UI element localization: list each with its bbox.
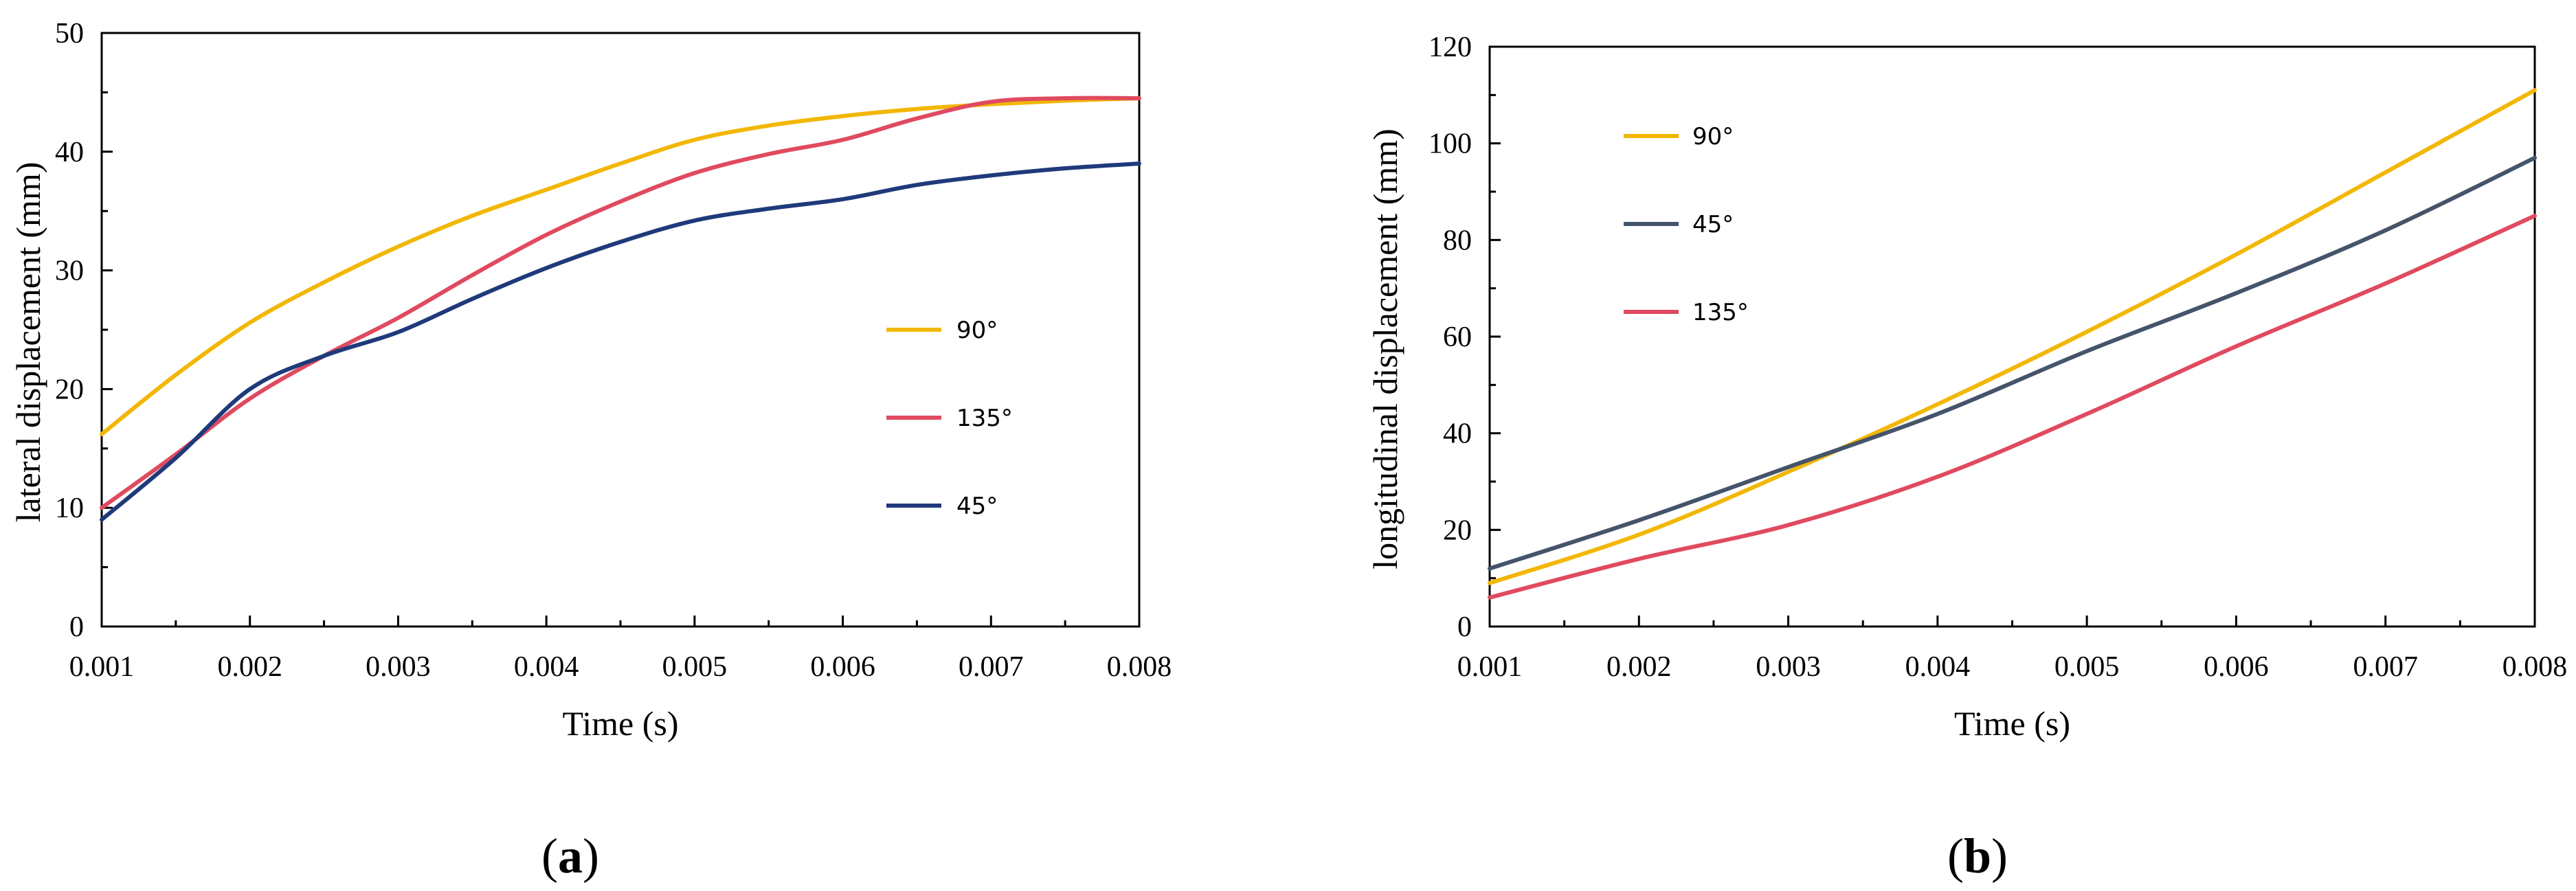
x-tick-label: 0.003: [1756, 651, 1821, 683]
caption-letter: b: [1964, 828, 1991, 883]
x-tick-label: 0.008: [1107, 651, 1172, 683]
y-tick-label: 50: [55, 18, 84, 49]
x-tick-label: 0.005: [662, 651, 728, 683]
x-tick-label: 0.001: [69, 651, 135, 683]
y-tick-label: 40: [1443, 418, 1472, 450]
series-line-45deg: [100, 161, 1141, 522]
legend-label: 90°: [1692, 123, 1734, 150]
y-tick-label: 80: [1443, 225, 1472, 256]
panel-caption: (a): [541, 828, 599, 883]
chart-panel-a: 0 10 20 30 40 50 0.001 0.002 0.003 0.004 0.005 0.00…: [9, 18, 1172, 883]
x-tick-label: 0.004: [1905, 651, 1971, 683]
legend-label: 45°: [956, 493, 998, 520]
y-tick-label: 10: [55, 493, 84, 524]
caption-paren-open: (: [541, 828, 558, 883]
y-tick-label: 20: [1443, 515, 1472, 546]
y-tick-label: 100: [1429, 128, 1472, 160]
legend: 90° 45° 135°: [1624, 123, 1749, 326]
series-line-90deg: [1488, 88, 2537, 585]
legend-label: 135°: [956, 405, 1013, 432]
legend-label: 90°: [956, 317, 998, 344]
caption-paren-close: ): [1991, 828, 2008, 883]
chart-panel-b: 0 20 40 60 80 100 120 0.001 0.002 0.003 0.004 0.005…: [1366, 32, 2567, 883]
y-axis-label: lateral displacement (mm): [9, 162, 47, 523]
y-tick-label: 20: [55, 374, 84, 405]
x-axis-label: Time (s): [562, 704, 678, 743]
x-tick-label: 0.006: [2204, 651, 2269, 683]
y-tick-label: 0: [69, 611, 84, 643]
y-tick-label: 40: [55, 137, 84, 168]
y-tick-label: 120: [1429, 32, 1472, 63]
legend: 90° 135° 45°: [886, 317, 1013, 520]
x-tick-label: 0.005: [2054, 651, 2120, 683]
legend-label: 45°: [1692, 211, 1734, 238]
x-tick-label: 0.006: [810, 651, 875, 683]
y-tick-label: 0: [1457, 611, 1472, 643]
panel-caption: (b): [1947, 828, 2008, 883]
x-tick-label: 0.007: [2353, 651, 2418, 683]
x-tick-label: 0.002: [217, 651, 282, 683]
legend-label: 135°: [1692, 299, 1749, 326]
caption-paren-close: ): [583, 828, 599, 883]
y-tick-label: 30: [55, 256, 84, 287]
plot-frame: [1488, 45, 2536, 628]
series-line-135deg: [100, 95, 1141, 510]
series-line-45deg: [1488, 155, 2537, 571]
x-tick-label: 0.003: [366, 651, 431, 683]
caption-paren-open: (: [1947, 828, 1964, 883]
series-line-135deg: [1488, 214, 2537, 600]
y-axis-label: longitudinal displacement (mm): [1366, 128, 1404, 569]
x-tick-label: 0.008: [2502, 651, 2568, 683]
x-tick-label: 0.007: [959, 651, 1024, 683]
caption-letter: a: [558, 828, 583, 883]
y-tick-label: 60: [1443, 322, 1472, 353]
x-tick-label: 0.002: [1606, 651, 1672, 683]
x-axis-label: Time (s): [1954, 704, 2070, 743]
x-tick-label: 0.001: [1457, 651, 1523, 683]
x-tick-label: 0.004: [514, 651, 579, 683]
